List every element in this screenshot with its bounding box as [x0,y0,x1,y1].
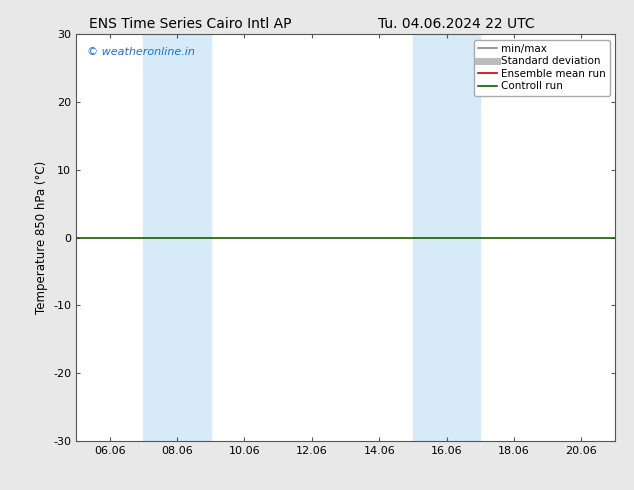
Y-axis label: Temperature 850 hPa (°C): Temperature 850 hPa (°C) [34,161,48,314]
Bar [143,34,210,441]
Text: Tu. 04.06.2024 22 UTC: Tu. 04.06.2024 22 UTC [378,17,535,31]
Legend: min/max, Standard deviation, Ensemble mean run, Controll run: min/max, Standard deviation, Ensemble me… [474,40,610,96]
Bar [413,34,481,441]
Text: © weatheronline.in: © weatheronline.in [87,47,195,56]
Text: ENS Time Series Cairo Intl AP: ENS Time Series Cairo Intl AP [89,17,292,31]
